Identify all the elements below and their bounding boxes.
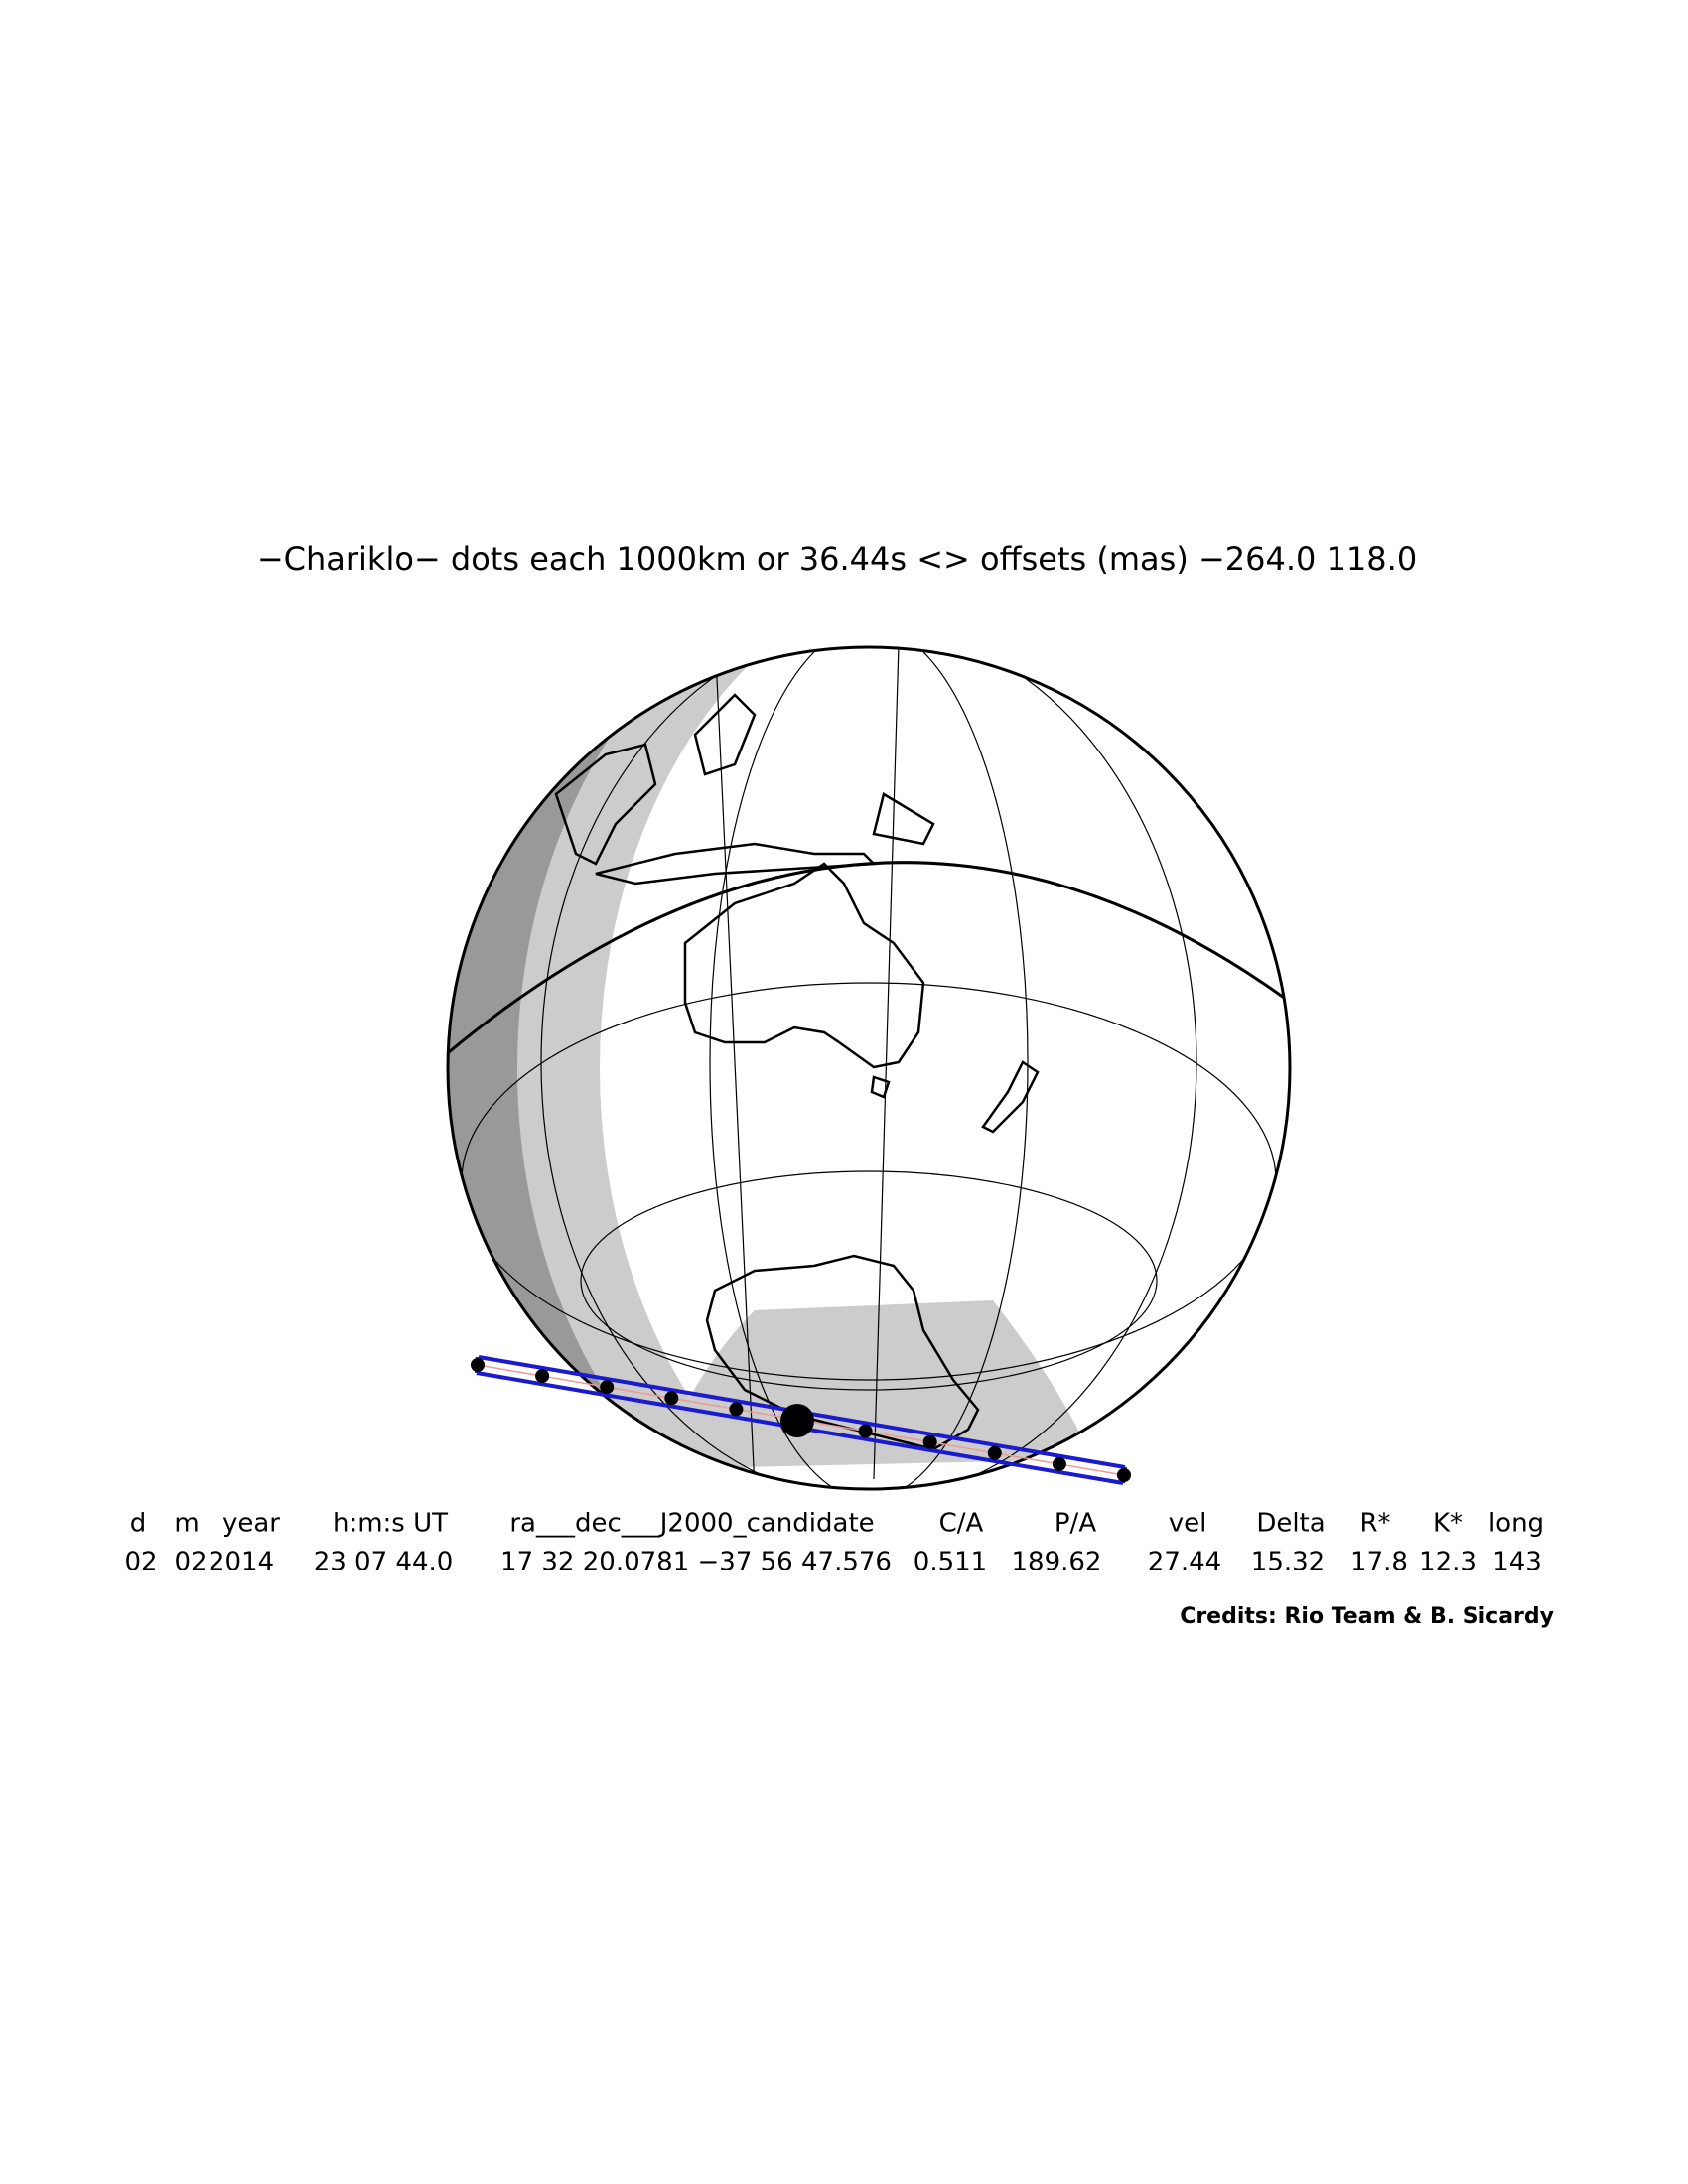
column-header: year <box>222 1509 280 1539</box>
cell: 17.8 <box>1350 1548 1408 1577</box>
cell: 27.44 <box>1148 1548 1221 1577</box>
cell: 189.62 <box>1012 1548 1102 1577</box>
shadow-path <box>471 1355 1131 1485</box>
globe <box>446 645 1292 1491</box>
cell: 2014 <box>209 1548 274 1577</box>
cell: 02 <box>174 1548 207 1577</box>
path-dot <box>922 1434 937 1449</box>
cell: 17 32 20.0781 −37 56 47.576 <box>500 1548 892 1577</box>
column-header: P/A <box>1055 1509 1096 1539</box>
data-table: d m year h:m:s UT ra___dec___J2000_candidate… <box>124 1509 1544 1577</box>
cell: 143 <box>1492 1548 1542 1577</box>
column-header: K* <box>1433 1509 1463 1539</box>
column-header: vel <box>1169 1509 1207 1539</box>
credits: Credits: Rio Team & B. Sicardy <box>1180 1604 1554 1629</box>
column-header: C/A <box>939 1509 984 1539</box>
cell: 23 07 44.0 <box>314 1548 454 1577</box>
cell: 12.3 <box>1419 1548 1477 1577</box>
path-dot <box>729 1402 744 1417</box>
path-dot <box>858 1424 873 1438</box>
path-dot <box>600 1380 615 1395</box>
cell: 02 <box>124 1548 157 1577</box>
path-dot <box>471 1358 485 1372</box>
column-header: R* <box>1359 1509 1390 1539</box>
map-title: −Chariklo− dots each 1000km or 36.44s <>… <box>257 540 1417 578</box>
column-header: h:m:s UT <box>333 1509 448 1539</box>
cell: 0.511 <box>914 1548 987 1577</box>
cell: 15.32 <box>1251 1548 1325 1577</box>
column-header: Delta <box>1256 1509 1325 1539</box>
path-dot <box>664 1391 679 1406</box>
column-header: m <box>174 1509 199 1539</box>
column-header: ra___dec___J2000_candidate <box>509 1509 874 1539</box>
path-dot <box>535 1369 550 1384</box>
path-dot <box>1117 1468 1131 1482</box>
path-dot <box>987 1445 1002 1460</box>
column-header: d <box>130 1509 147 1539</box>
path-dot <box>1052 1456 1066 1471</box>
column-header: long <box>1488 1509 1544 1539</box>
